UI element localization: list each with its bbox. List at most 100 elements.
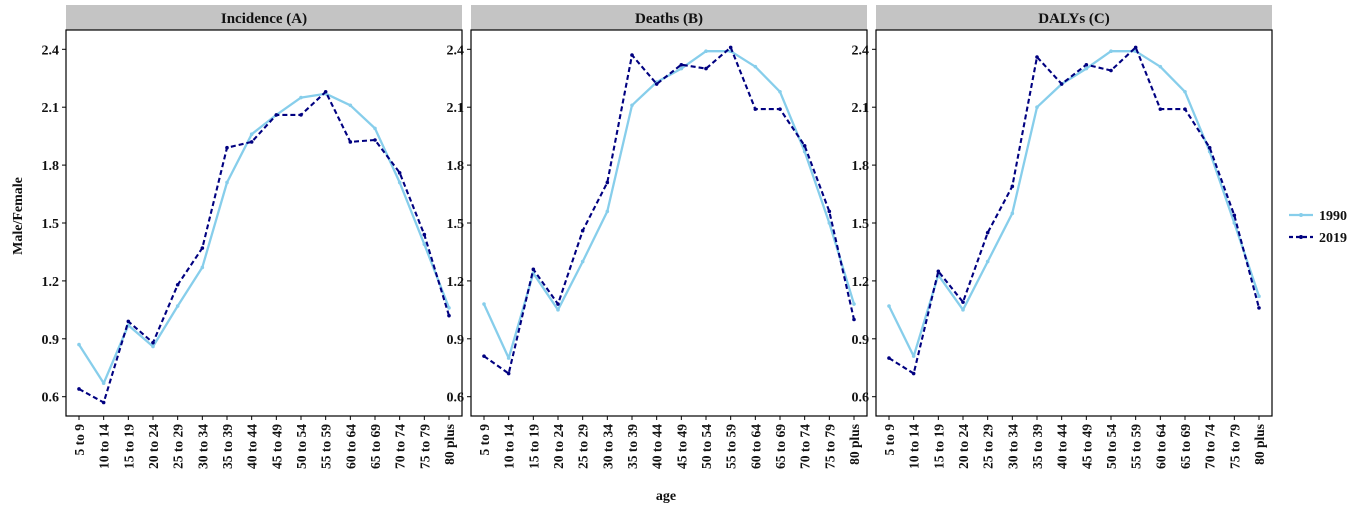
data-point-2019	[1035, 55, 1039, 59]
data-point-2019	[852, 318, 856, 322]
x-tick-label: 60 to 64	[343, 424, 358, 469]
data-point-2019	[606, 181, 610, 185]
panel-title: Incidence (A)	[221, 11, 307, 27]
data-point-1990	[373, 127, 377, 131]
y-tick-label: 1.8	[447, 159, 465, 174]
panel-border	[876, 30, 1272, 416]
data-point-1990	[1183, 90, 1187, 94]
x-tick-label: 15 to 19	[526, 424, 541, 469]
x-tick-label: 75 to 79	[417, 424, 432, 469]
data-point-1990	[176, 304, 180, 308]
y-tick-label: 0.6	[42, 391, 60, 406]
x-tick-label: 10 to 14	[907, 424, 922, 469]
x-tick-label: 55 to 59	[724, 424, 739, 469]
legend-label-2019: 2019	[1319, 231, 1347, 246]
data-point-2019	[912, 372, 916, 376]
data-point-1990	[349, 103, 353, 107]
data-point-2019	[151, 341, 155, 345]
data-point-2019	[1208, 146, 1212, 150]
x-tick-label: 40 to 44	[245, 424, 260, 469]
series-line-2019	[889, 47, 1259, 373]
data-point-1990	[1085, 67, 1089, 71]
data-point-1990	[201, 266, 205, 270]
y-tick-label: 2.4	[447, 43, 465, 58]
data-point-1990	[102, 381, 106, 385]
x-tick-label: 25 to 29	[981, 424, 996, 469]
data-point-2019	[1159, 107, 1163, 111]
y-tick-label: 1.5	[852, 217, 870, 232]
series-line-2019	[484, 47, 854, 373]
data-point-2019	[299, 113, 303, 117]
y-tick-label: 1.8	[42, 159, 60, 174]
x-tick-label: 30 to 34	[1005, 424, 1020, 469]
y-tick-label: 1.5	[447, 217, 465, 232]
data-point-2019	[250, 140, 254, 144]
data-point-1990	[852, 302, 856, 306]
x-tick-label: 10 to 14	[97, 424, 112, 469]
x-tick-label: 5 to 9	[477, 424, 492, 456]
data-point-2019	[937, 269, 941, 273]
data-point-1990	[961, 308, 965, 312]
y-tick-label: 0.9	[42, 333, 60, 348]
data-point-2019	[729, 46, 733, 50]
data-point-2019	[423, 233, 427, 237]
x-tick-label: 75 to 79	[822, 424, 837, 469]
data-point-1990	[778, 90, 782, 94]
panel-1: Incidence (A) 0.6 0.9 1.2 1.5 1.8 2.1 2.4 5 to 9…	[42, 5, 463, 469]
legend-key-point	[1299, 235, 1303, 239]
data-point-2019	[1257, 306, 1261, 310]
y-tick-label: 1.2	[42, 275, 60, 290]
data-point-1990	[77, 343, 81, 347]
data-point-2019	[754, 107, 758, 111]
x-tick-label: 70 to 74	[1203, 424, 1218, 469]
y-tick-label: 2.4	[852, 43, 870, 58]
x-tick-label: 60 to 64	[1153, 424, 1168, 469]
data-point-1990	[581, 260, 585, 264]
data-point-1990	[828, 221, 832, 225]
y-tick-label: 0.9	[852, 333, 870, 348]
data-point-1990	[398, 181, 402, 185]
x-axis-title: age	[656, 489, 676, 504]
x-tick-label: 50 to 54	[1104, 424, 1119, 469]
data-point-1990	[606, 210, 610, 214]
data-point-2019	[102, 401, 106, 405]
x-tick-label: 5 to 9	[72, 424, 87, 456]
data-point-1990	[1233, 221, 1237, 225]
data-point-2019	[398, 171, 402, 175]
x-tick-label: 80 plus	[847, 424, 862, 465]
data-point-2019	[680, 63, 684, 67]
panel-border	[471, 30, 867, 416]
panel-2: Deaths (B) 0.6 0.9 1.2 1.5 1.8 2.1 2.4 5 to 9 10 …	[447, 5, 868, 469]
data-point-1990	[1035, 105, 1039, 109]
data-point-1990	[1011, 212, 1015, 216]
x-tick-label: 15 to 19	[931, 424, 946, 469]
x-tick-label: 15 to 19	[121, 424, 136, 469]
data-point-2019	[1183, 107, 1187, 111]
data-point-2019	[655, 82, 659, 86]
data-point-2019	[77, 387, 81, 391]
y-tick-label: 2.1	[447, 101, 465, 116]
x-tick-label: 20 to 24	[551, 424, 566, 469]
data-point-2019	[275, 113, 279, 117]
legend-label-1990: 1990	[1319, 209, 1347, 224]
panel-3: DALYs (C)0.60.91.21.51.82.12.45 to 9 10 t…	[852, 5, 1273, 469]
y-tick-label: 2.1	[852, 101, 870, 116]
series-line-1990	[79, 94, 449, 384]
y-tick-label: 0.9	[447, 333, 465, 348]
data-point-1990	[680, 67, 684, 71]
x-tick-label: 45 to 49	[269, 424, 284, 469]
data-point-1990	[887, 304, 891, 308]
data-point-2019	[986, 231, 990, 235]
data-point-2019	[1109, 69, 1113, 73]
data-point-1990	[299, 96, 303, 100]
y-tick-label: 2.4	[42, 43, 60, 58]
y-tick-label: 1.2	[852, 275, 870, 290]
data-point-2019	[324, 90, 328, 94]
data-point-2019	[127, 320, 131, 324]
data-point-2019	[1085, 63, 1089, 67]
x-tick-label: 40 to 44	[1055, 424, 1070, 469]
x-tick-label: 80 plus	[442, 424, 457, 465]
x-tick-label: 40 to 44	[650, 424, 665, 469]
data-point-2019	[704, 67, 708, 71]
